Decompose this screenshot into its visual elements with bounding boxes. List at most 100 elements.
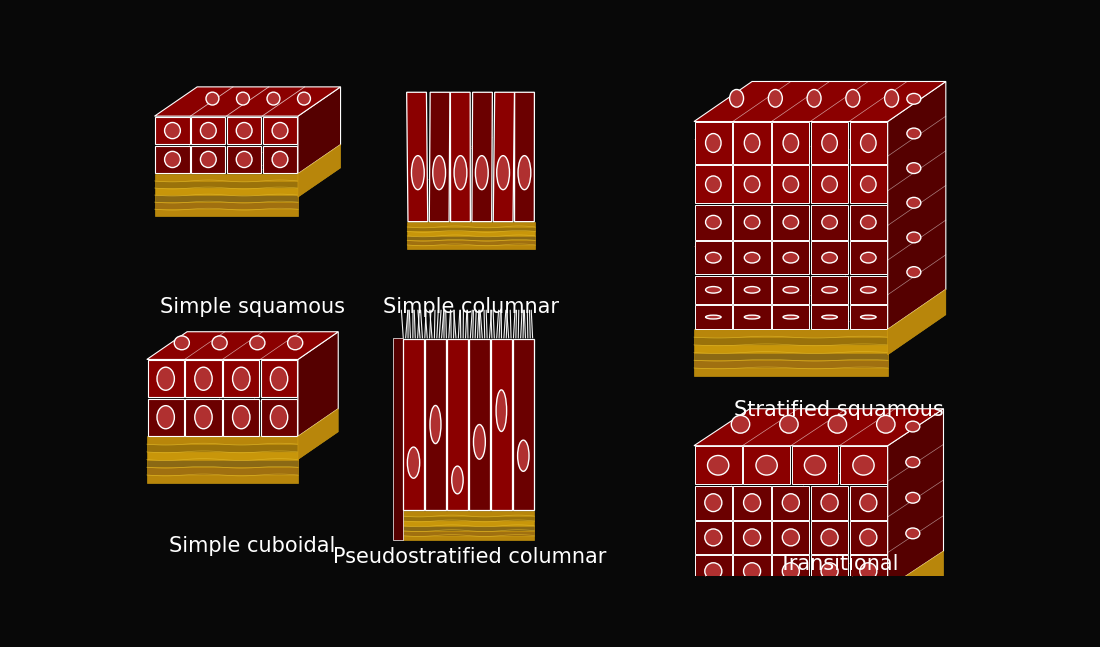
Point xyxy=(170,138,188,148)
Text: Simple columnar: Simple columnar xyxy=(383,297,559,317)
Point xyxy=(815,446,833,457)
Polygon shape xyxy=(146,332,338,360)
Point xyxy=(408,477,426,488)
Point xyxy=(772,472,790,482)
Point xyxy=(520,144,538,155)
Point xyxy=(205,358,222,369)
Polygon shape xyxy=(694,611,888,619)
Point xyxy=(722,301,739,311)
Point xyxy=(691,578,708,589)
Point xyxy=(722,480,739,490)
Point xyxy=(804,189,822,199)
Point xyxy=(241,164,258,175)
Ellipse shape xyxy=(860,176,876,193)
Point xyxy=(153,389,170,399)
Point xyxy=(792,501,810,512)
Point xyxy=(495,361,513,371)
Ellipse shape xyxy=(705,252,722,263)
Point xyxy=(440,498,458,509)
Polygon shape xyxy=(772,521,810,554)
Point xyxy=(768,285,785,295)
Point xyxy=(795,319,813,329)
Point xyxy=(452,129,470,140)
Point xyxy=(471,167,488,177)
Point xyxy=(808,263,826,274)
Polygon shape xyxy=(695,305,732,329)
Point xyxy=(823,486,840,496)
Polygon shape xyxy=(811,305,848,329)
Point xyxy=(521,463,539,474)
Ellipse shape xyxy=(783,176,799,193)
Point xyxy=(228,375,245,385)
Point xyxy=(285,411,303,422)
Point xyxy=(230,115,248,125)
Polygon shape xyxy=(695,555,732,587)
Point xyxy=(845,522,862,532)
Point xyxy=(513,460,530,470)
Point xyxy=(877,573,894,584)
Point xyxy=(450,146,468,156)
Point xyxy=(195,428,212,439)
Point xyxy=(404,180,421,190)
Ellipse shape xyxy=(782,494,800,512)
Polygon shape xyxy=(223,360,260,397)
Point xyxy=(685,134,703,144)
Point xyxy=(851,174,869,184)
Ellipse shape xyxy=(821,563,838,580)
Point xyxy=(160,115,177,126)
Polygon shape xyxy=(407,223,535,227)
Point xyxy=(167,356,185,367)
Point xyxy=(243,377,261,387)
Ellipse shape xyxy=(860,494,877,512)
Point xyxy=(852,551,870,562)
Point xyxy=(454,145,472,155)
Point xyxy=(498,195,516,206)
Point xyxy=(253,140,271,150)
Point xyxy=(184,133,201,143)
Point xyxy=(197,158,215,168)
Point xyxy=(499,92,517,102)
Ellipse shape xyxy=(822,215,837,229)
Point xyxy=(165,417,183,428)
Point xyxy=(166,153,184,164)
Point xyxy=(148,129,166,140)
Point xyxy=(701,317,718,327)
Point xyxy=(211,400,229,411)
Point xyxy=(835,504,852,514)
Point xyxy=(152,384,169,395)
Point xyxy=(874,512,892,523)
Point xyxy=(518,478,536,488)
Point xyxy=(196,124,213,135)
Point xyxy=(832,187,849,197)
Point xyxy=(779,485,796,496)
Point xyxy=(723,509,740,519)
Point xyxy=(454,158,472,168)
Point xyxy=(448,124,465,134)
Point xyxy=(442,482,460,492)
Point xyxy=(477,169,495,179)
Point xyxy=(146,360,164,370)
Polygon shape xyxy=(772,276,810,304)
Point xyxy=(802,453,820,463)
Point xyxy=(236,429,254,439)
Point xyxy=(448,87,465,97)
Point xyxy=(441,122,459,133)
Point xyxy=(847,558,865,569)
Point xyxy=(452,200,470,210)
Point xyxy=(256,419,274,430)
Point xyxy=(739,501,757,512)
Ellipse shape xyxy=(518,440,529,471)
Point xyxy=(691,292,708,303)
Point xyxy=(236,396,254,406)
Point xyxy=(507,93,525,103)
Ellipse shape xyxy=(200,122,217,138)
Point xyxy=(161,422,178,433)
Point xyxy=(278,402,296,412)
Point xyxy=(822,574,839,584)
Point xyxy=(735,522,752,532)
Point xyxy=(857,537,874,547)
Point xyxy=(823,485,840,496)
Ellipse shape xyxy=(407,447,420,478)
Point xyxy=(840,558,858,568)
Ellipse shape xyxy=(212,336,227,350)
